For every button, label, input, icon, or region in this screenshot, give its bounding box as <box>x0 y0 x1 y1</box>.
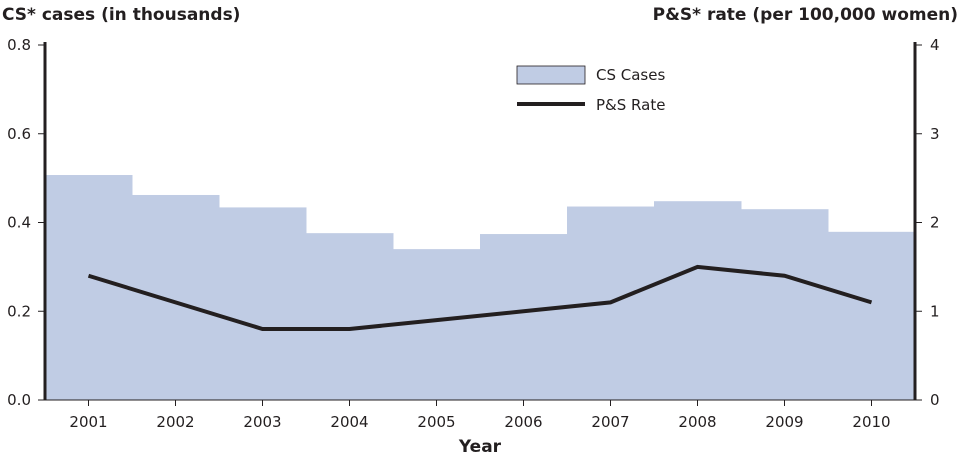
bar-2004 <box>306 233 394 400</box>
right-tick-label: 1 <box>930 302 940 320</box>
left-tick-label: 0.4 <box>7 214 31 232</box>
x-tick-label: 2005 <box>417 413 455 431</box>
left-axis-title: CS* cases (in thousands) <box>2 5 240 25</box>
right-tick-label: 4 <box>930 36 940 54</box>
x-tick-label: 2003 <box>243 413 281 431</box>
bar-2002 <box>132 195 220 400</box>
right-tick-label: 0 <box>930 391 940 409</box>
right-axis-title: P&S* rate (per 100,000 women) <box>653 5 958 25</box>
x-tick-label: 2001 <box>69 413 107 431</box>
bar-2009 <box>741 209 829 400</box>
bar-2001 <box>45 175 133 400</box>
bar-2006 <box>480 234 568 400</box>
legend-label-cs-cases: CS Cases <box>596 66 665 84</box>
legend-swatch-cs-cases <box>517 66 585 84</box>
x-tick-label: 2010 <box>852 413 890 431</box>
bar-2008 <box>654 201 742 400</box>
x-tick-label: 2009 <box>765 413 803 431</box>
legend-label-ps-rate: P&S Rate <box>596 96 665 114</box>
left-tick-label: 0.0 <box>7 391 31 409</box>
right-tick-label: 2 <box>930 214 940 232</box>
left-tick-label: 0.2 <box>7 302 31 320</box>
x-tick-label: 2002 <box>156 413 194 431</box>
left-tick-label: 0.8 <box>7 36 31 54</box>
bar-2010 <box>828 232 916 400</box>
right-tick-label: 3 <box>930 125 940 143</box>
bar-2003 <box>219 207 307 400</box>
legend: CS Cases P&S Rate <box>517 66 665 114</box>
x-axis-title: Year <box>458 437 502 457</box>
x-tick-label: 2007 <box>591 413 629 431</box>
x-tick-label: 2006 <box>504 413 542 431</box>
x-tick-label: 2008 <box>678 413 716 431</box>
left-tick-label: 0.6 <box>7 125 31 143</box>
x-tick-label: 2004 <box>330 413 368 431</box>
